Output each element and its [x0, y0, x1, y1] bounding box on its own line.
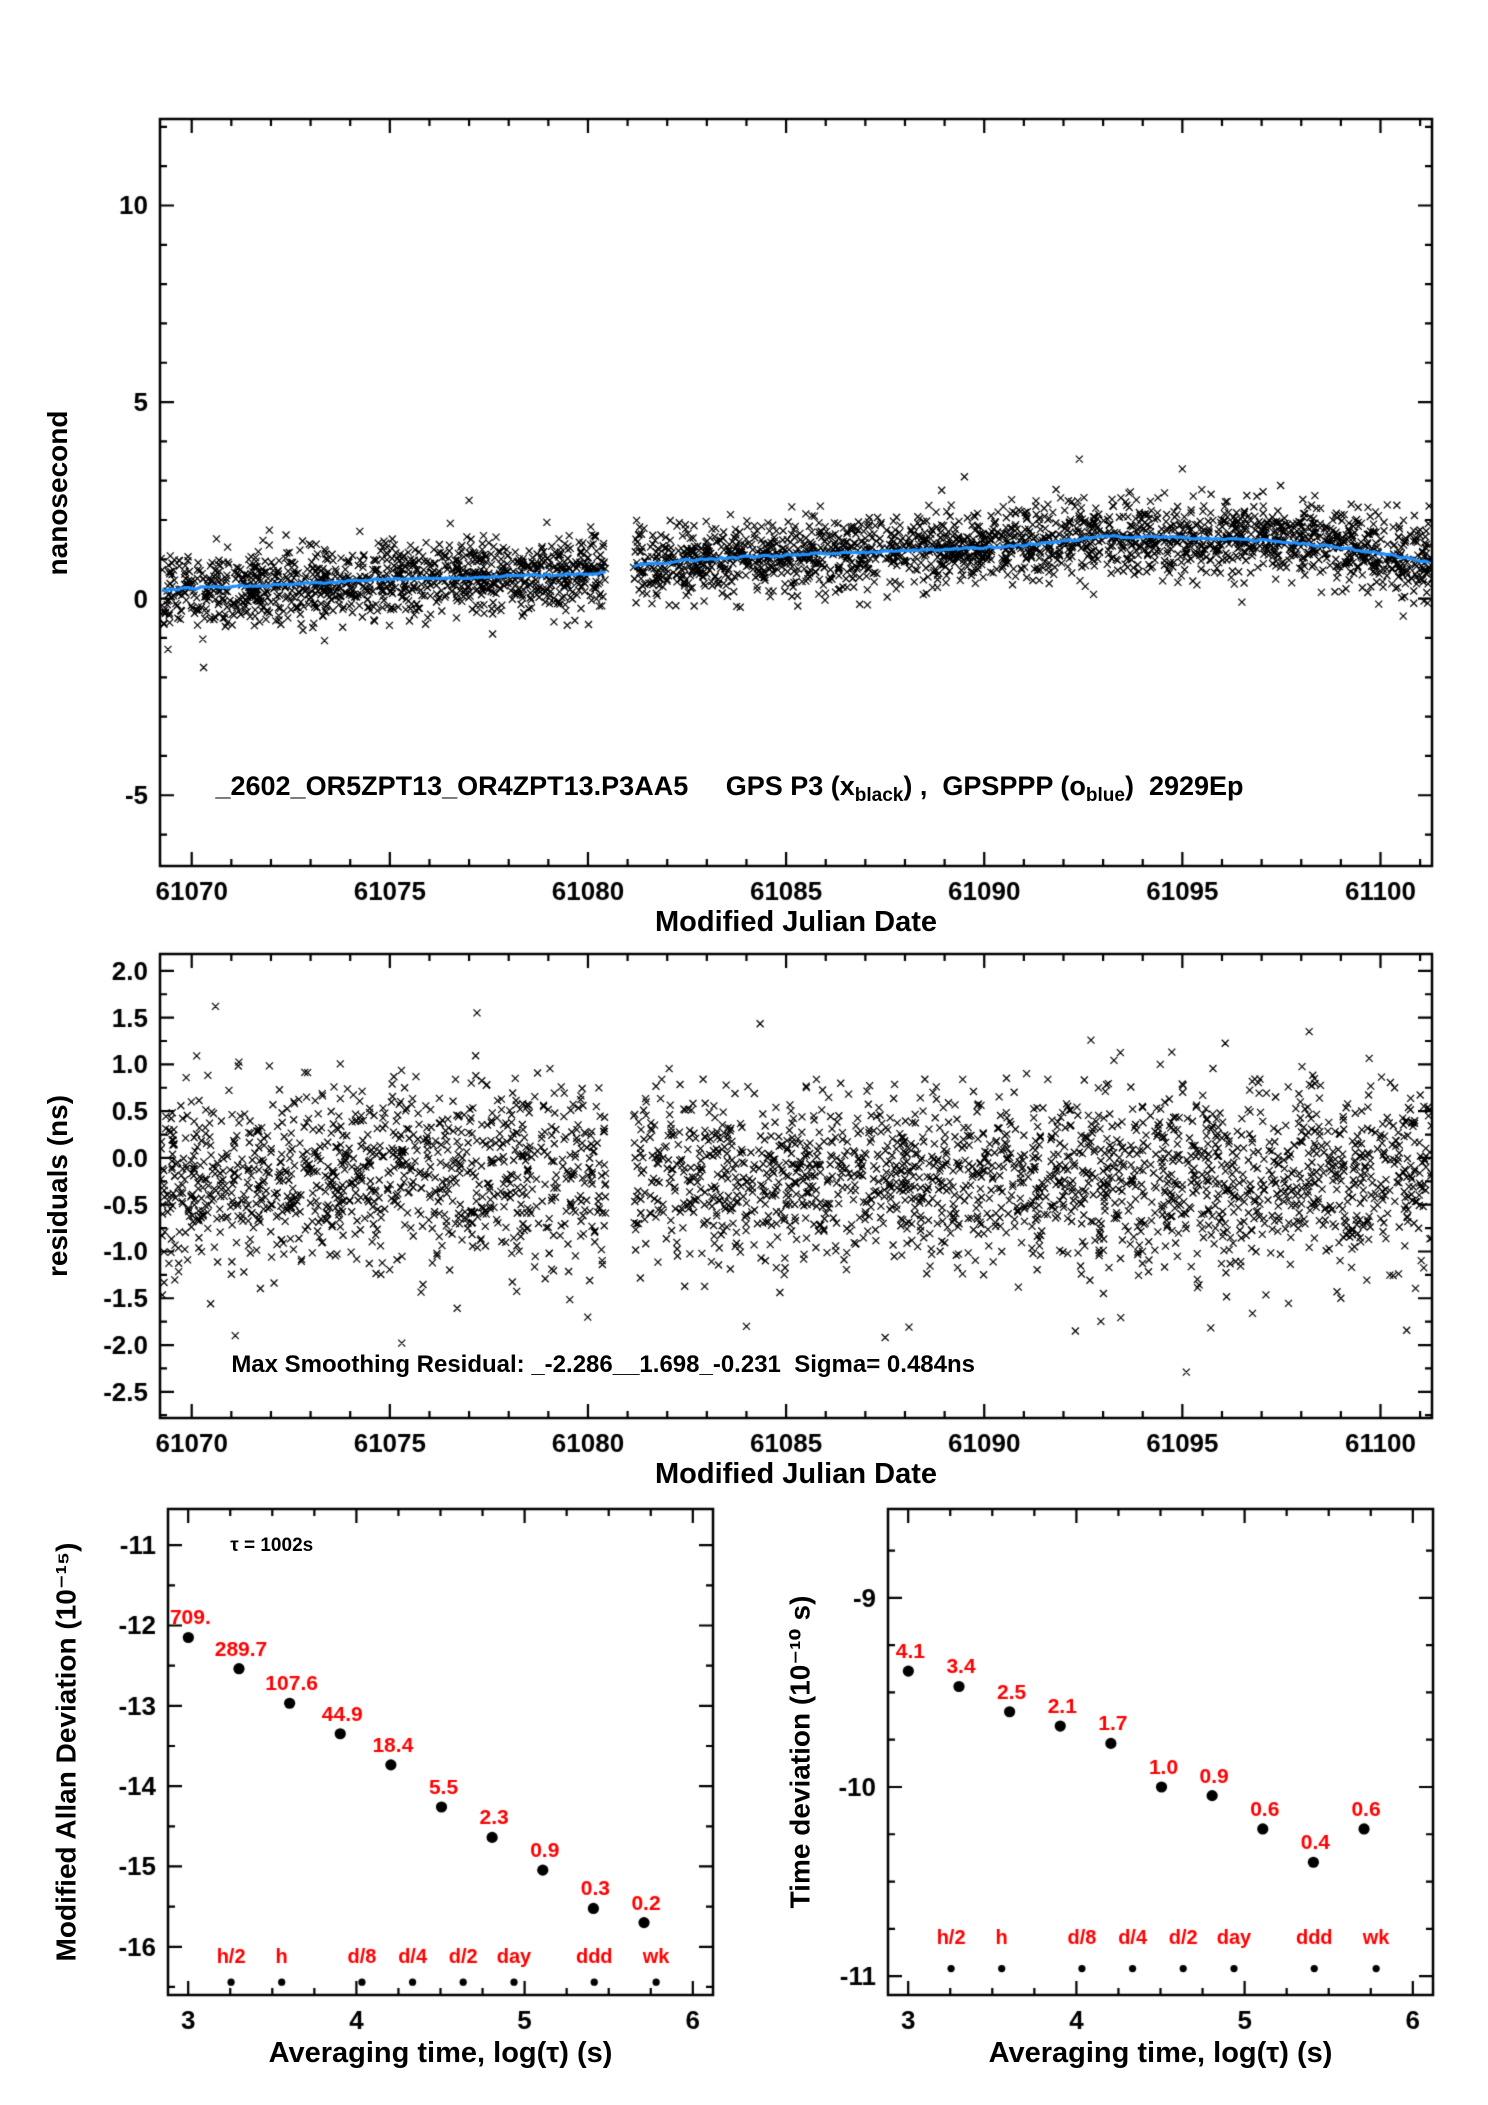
plots-canvas [0, 0, 1488, 2105]
gps-time-transfer-plot-page: nanosecond Modified Julian Date _2602_OR… [0, 0, 1488, 2105]
